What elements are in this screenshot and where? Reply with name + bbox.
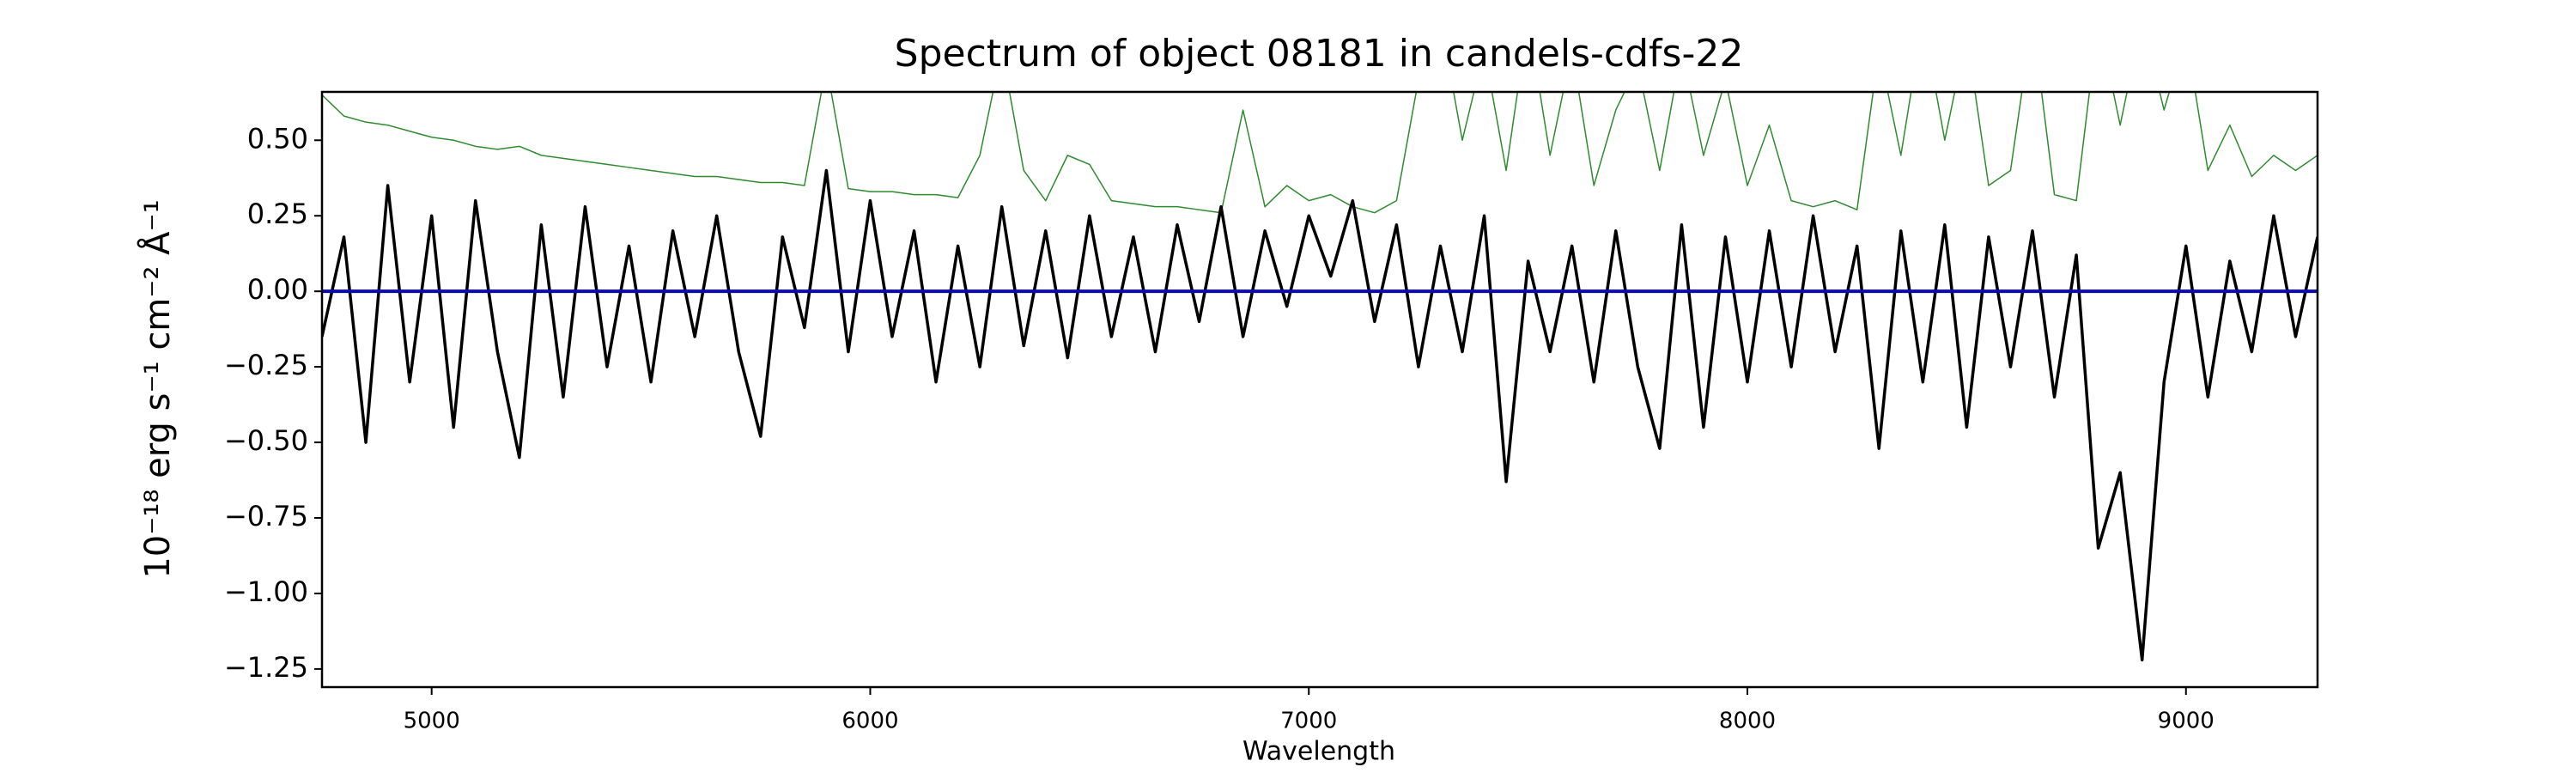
y-tick-label: 0.00 [247, 273, 308, 306]
x-tick-label: 9000 [2158, 709, 2215, 734]
x-axis-label: Wavelength [1242, 737, 1395, 767]
x-tick-label: 7000 [1280, 709, 1337, 734]
y-tick-label: −1.25 [224, 651, 308, 684]
series-line [322, 168, 2318, 662]
series-line [322, 92, 2318, 214]
x-tick-label: 6000 [841, 709, 898, 734]
y-tick-label: −1.00 [224, 575, 308, 608]
chart-title: Spectrum of object 08181 in candels-cdfs… [895, 32, 1744, 76]
y-tick-label: −0.25 [224, 349, 308, 381]
x-tick-label: 8000 [1719, 709, 1776, 734]
y-tick-label: −0.75 [224, 500, 308, 533]
x-tick-label: 5000 [404, 709, 460, 734]
y-axis-label: 10⁻¹⁸ erg s⁻¹ cm⁻² Å⁻¹ [137, 199, 178, 578]
plot-lines [322, 92, 2318, 662]
plot-frame [320, 90, 2319, 689]
y-tick-label: −0.50 [224, 424, 308, 457]
y-tick-label: 0.25 [247, 198, 308, 230]
y-tick-label: 0.50 [247, 122, 308, 155]
